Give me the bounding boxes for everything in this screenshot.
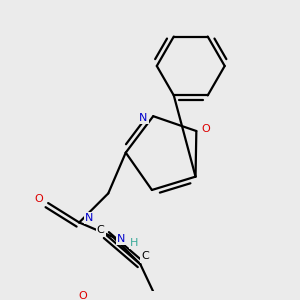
Text: N: N bbox=[117, 234, 125, 244]
Text: C: C bbox=[141, 251, 149, 261]
Text: N: N bbox=[85, 213, 93, 223]
Text: N: N bbox=[139, 113, 148, 123]
Text: H: H bbox=[130, 238, 139, 248]
Text: O: O bbox=[79, 291, 87, 300]
Text: C: C bbox=[97, 225, 104, 235]
Text: O: O bbox=[202, 124, 210, 134]
Text: O: O bbox=[34, 194, 43, 204]
